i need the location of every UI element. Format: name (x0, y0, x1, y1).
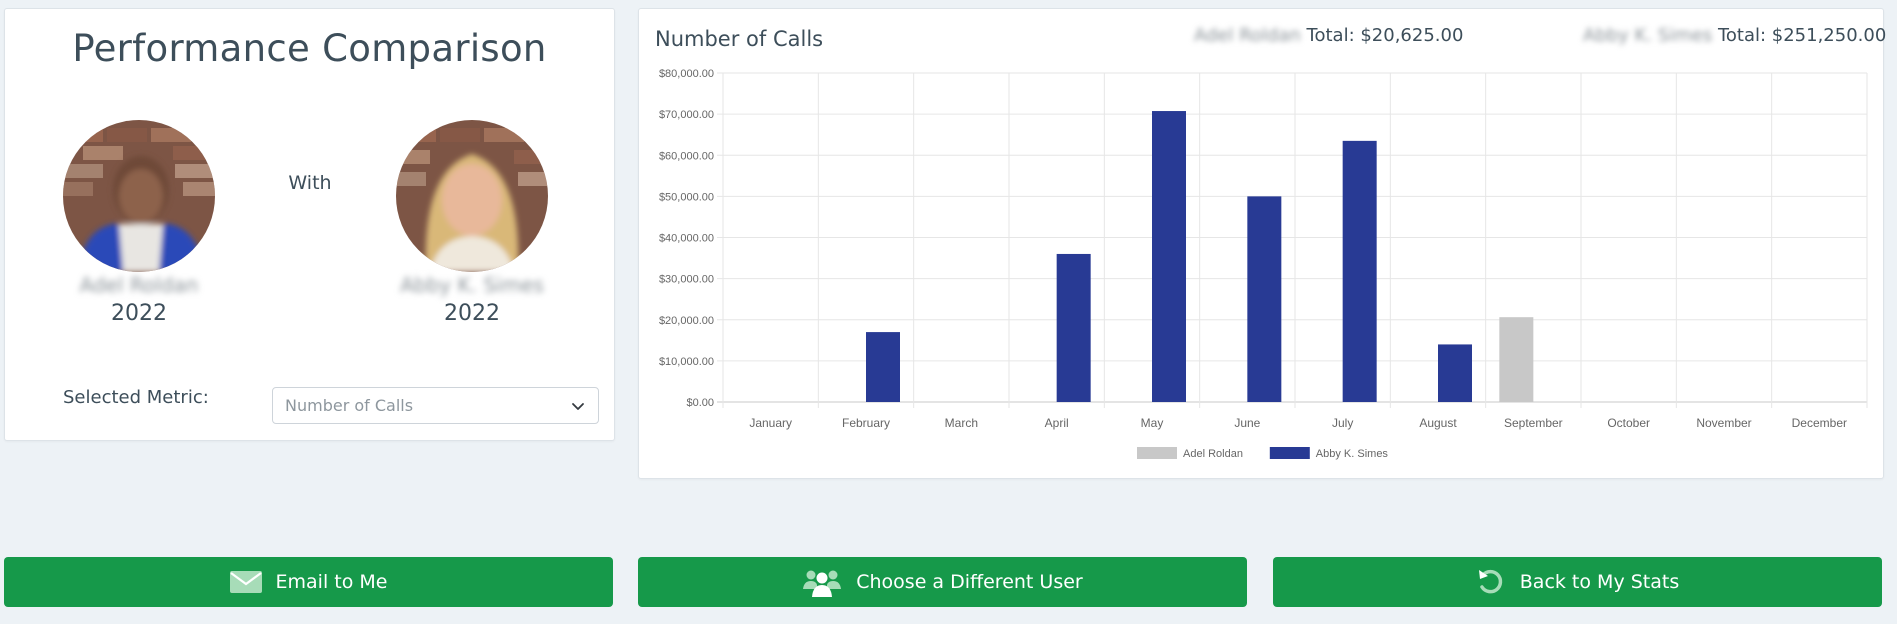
right-total-value: Total: $251,250.00 (1717, 25, 1887, 46)
envelope-icon (229, 571, 262, 593)
back-to-my-stats-button[interactable]: Back to My Stats (1273, 557, 1882, 607)
x-tick-label: June (1234, 416, 1260, 430)
left-user-year: 2022 (111, 301, 167, 326)
x-tick-label: January (749, 416, 792, 430)
y-tick-label: $20,000.00 (659, 315, 714, 327)
metric-select[interactable]: Number of Calls (272, 387, 599, 424)
right-user-total: Abby K. Simes Total: $251,250.00 (1583, 25, 1886, 46)
avatar-left (63, 120, 215, 272)
back-to-my-stats-label: Back to My Stats (1519, 571, 1680, 593)
x-tick-label: August (1419, 416, 1457, 430)
bar-chart: $0.00 $10,000.00 $20,000.00 $30,000.00 $40,0… (659, 68, 1868, 460)
avatar-right-image (396, 120, 548, 272)
email-to-me-button[interactable]: Email to Me (4, 557, 613, 607)
right-user-name: Abby K. Simes (400, 273, 544, 297)
comparison-card: Performance Comparison (4, 8, 615, 441)
with-label: With (288, 172, 332, 194)
legend-swatch (1269, 447, 1310, 459)
y-tick-label: $30,000.00 (659, 274, 714, 286)
x-tick-label: November (1696, 416, 1751, 430)
legend-swatch (1137, 447, 1177, 459)
left-user-total: Adel Roldan Total: $20,625.00 (1194, 25, 1463, 46)
right-user-year: 2022 (444, 301, 500, 326)
y-tick-label: $50,000.00 (659, 191, 714, 203)
y-tick-label: $80,000.00 (659, 68, 714, 80)
choose-different-user-button[interactable]: Choose a Different User (638, 557, 1247, 607)
x-tick-label: March (945, 416, 978, 430)
legend-label: Adel Roldan (1183, 448, 1243, 460)
bar (1247, 196, 1282, 402)
bar (866, 332, 900, 402)
bar (1152, 111, 1186, 403)
left-user-name: Adel Roldan (79, 273, 199, 297)
x-tick-label: September (1504, 416, 1563, 430)
x-tick-label: December (1792, 416, 1847, 430)
chart-title: Number of Calls (655, 27, 824, 51)
users-icon (802, 567, 842, 597)
metric-select-value: Number of Calls (285, 396, 414, 415)
legend-label: Abby K. Simes (1316, 448, 1389, 460)
page-title: Performance Comparison (72, 27, 547, 70)
y-tick-label: $0.00 (686, 397, 714, 409)
avatar-right (396, 120, 548, 272)
bar (1056, 253, 1091, 402)
y-tick-label: $40,000.00 (659, 233, 714, 245)
bar (1438, 344, 1472, 402)
email-to-me-label: Email to Me (275, 571, 388, 593)
undo-icon (1476, 567, 1506, 597)
left-total-value: Total: $20,625.00 (1306, 25, 1464, 46)
chart-card: Number of Calls Adel Roldan Total: $20,6… (638, 8, 1886, 479)
left-total-user-name: Adel Roldan (1194, 25, 1301, 46)
avatar-left-image (63, 120, 215, 272)
x-tick-label: April (1045, 416, 1069, 430)
chevron-down-icon (572, 403, 584, 410)
y-tick-label: $10,000.00 (659, 356, 714, 368)
x-tick-label: February (842, 416, 890, 430)
x-tick-label: October (1607, 416, 1650, 430)
choose-different-user-label: Choose a Different User (856, 571, 1083, 593)
right-total-user-name: Abby K. Simes (1583, 25, 1713, 46)
x-tick-label: July (1332, 416, 1353, 430)
y-tick-label: $70,000.00 (659, 109, 714, 121)
metric-label: Selected Metric: (63, 387, 209, 408)
y-tick-label: $60,000.00 (659, 150, 714, 162)
bar (1342, 140, 1377, 402)
bar (1499, 317, 1534, 402)
x-tick-label: May (1141, 416, 1164, 430)
